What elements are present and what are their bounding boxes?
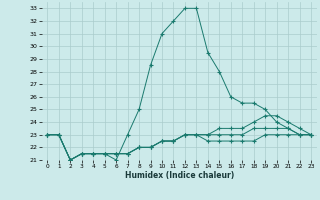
X-axis label: Humidex (Indice chaleur): Humidex (Indice chaleur) <box>124 171 234 180</box>
